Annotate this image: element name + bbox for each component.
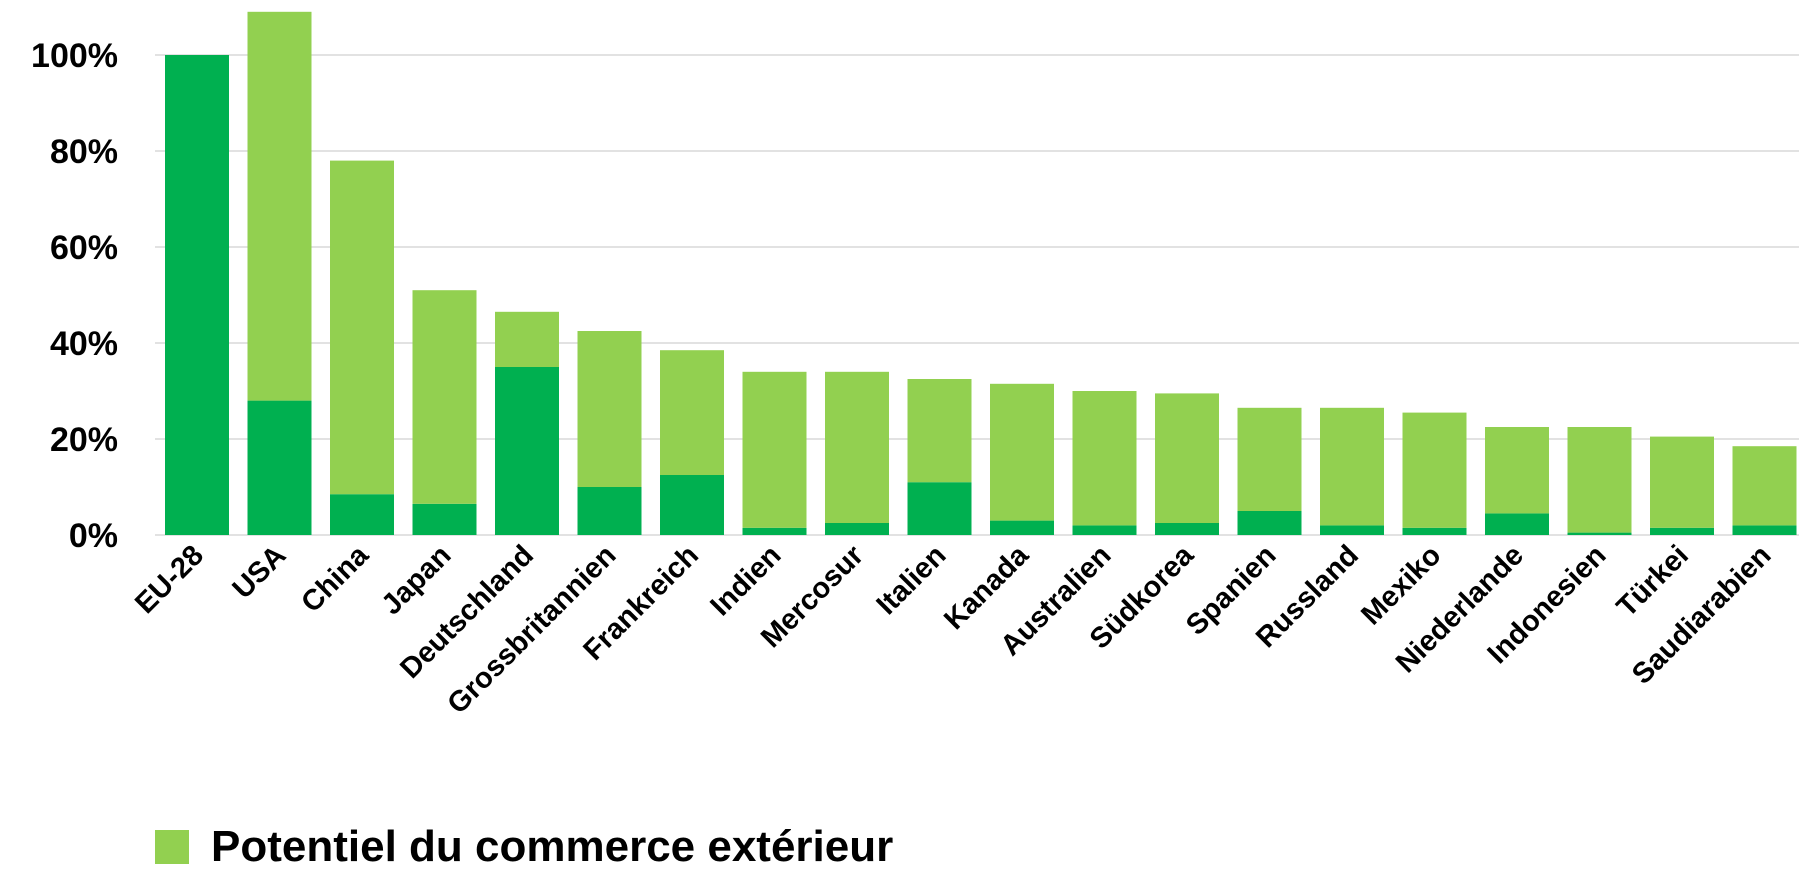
bar-segment-potential [907,379,972,483]
bar-segment-base [660,475,724,535]
y-tick-label: 20% [50,421,118,459]
x-category-label: USA [227,539,293,605]
x-category-label: Italien [871,539,953,621]
bar-segment-base [1320,525,1384,535]
bar-segment-potential [1155,393,1219,523]
bar-segment-base [1155,523,1219,535]
bar-segment-base [1402,527,1467,535]
bar-segment-base [165,55,229,535]
bar-segment-base [907,482,972,535]
bar-segment-potential [247,11,312,401]
bar-segment-base [1650,527,1714,535]
bar-segment-base [990,520,1054,535]
bar-segment-base [495,367,559,535]
bar-segment-potential [495,311,559,367]
x-category-label: Japan [376,539,458,621]
bar-segment-potential [1650,436,1714,528]
bar-segment-potential [1402,412,1467,528]
x-category-label: Indien [704,539,787,622]
bar-segment-potential [742,371,807,528]
bar-segment-base [742,527,807,535]
bar-segment-potential [1732,446,1797,526]
y-tick-label: 40% [50,325,118,363]
bar-segment-potential [660,350,724,475]
bar-segment-potential [412,290,477,504]
bar-segment-base [577,487,642,535]
bars [165,11,1797,535]
bar-segment-base [1072,525,1137,535]
x-category-label: EU-28 [129,539,210,620]
bar-segment-potential [1320,407,1384,526]
x-category-label: China [295,539,375,619]
x-axis-category-labels: EU-28 USA China JapanDeutschlandGrossbritan… [129,539,1777,721]
bar-segment-potential [1567,427,1632,533]
y-tick-label: 60% [50,229,118,267]
legend-swatch [155,830,189,864]
bar-segment-potential [990,383,1054,521]
bar-segment-base [330,494,394,535]
bar-segment-base [825,523,889,535]
bar-segment-potential [1237,407,1302,511]
y-tick-label: 100% [31,37,118,75]
bar-segment-potential [1485,427,1549,514]
bar-segment-base [1732,525,1797,535]
legend: Potentiel du commerce extérieur [155,822,893,872]
bar-segment-potential [577,331,642,487]
bar-segment-base [1485,513,1549,535]
legend-label: Potentiel du commerce extérieur [211,822,894,871]
bar-segment-potential [825,371,889,523]
bar-segment-base [412,503,477,535]
y-tick-label: 80% [50,133,118,171]
gridlines [155,54,1799,536]
bar-segment-base [1567,532,1632,535]
bar-segment-base [247,400,312,535]
bar-segment-potential [1072,391,1137,526]
bar-segment-potential [330,160,394,495]
y-axis-ticks: 0% 20% 40% 60% 80% 100% [31,37,118,555]
y-tick-label: 0% [69,517,118,555]
bar-segment-base [1237,511,1302,535]
